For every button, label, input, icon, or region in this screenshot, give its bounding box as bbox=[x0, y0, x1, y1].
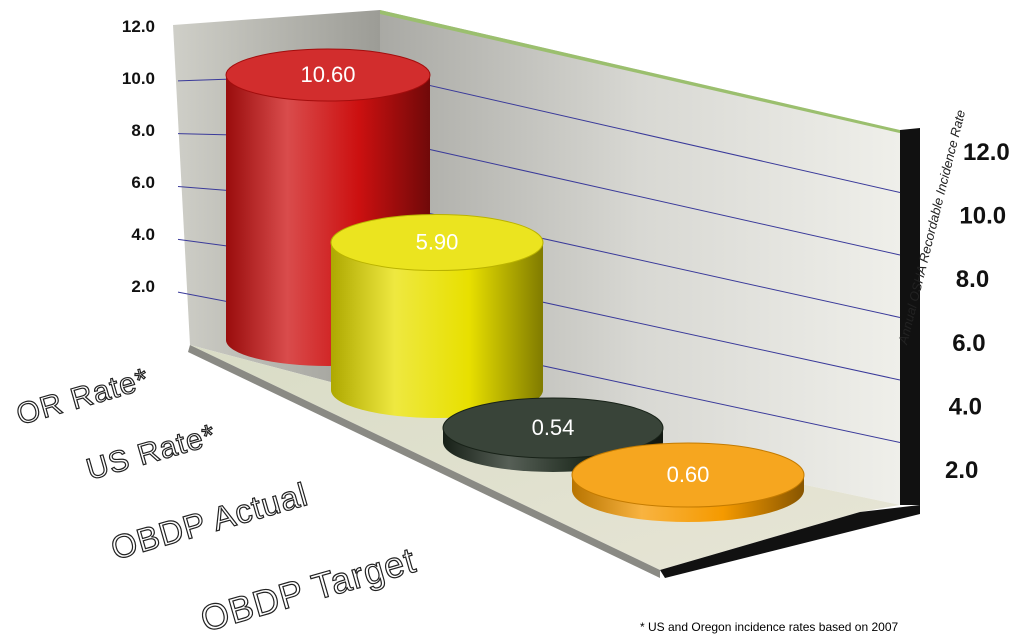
gridline bbox=[379, 137, 901, 256]
bar-top bbox=[571, 442, 805, 508]
y-tick-label-left: 2.0 bbox=[131, 277, 155, 296]
y-tick-label-right: 8.0 bbox=[956, 266, 989, 293]
y-tick-label-right: 12.0 bbox=[963, 139, 1010, 166]
y-tick-label-left: 8.0 bbox=[131, 121, 155, 140]
bar-body bbox=[331, 242, 543, 418]
y-tick-label-right: 4.0 bbox=[949, 393, 982, 420]
bar-top bbox=[442, 397, 664, 459]
y-tick-label-left: 12.0 bbox=[122, 17, 155, 36]
footnote: * US and Oregon incidence rates based on… bbox=[640, 620, 899, 634]
gridline bbox=[379, 73, 901, 193]
chart-floor-front-edge bbox=[188, 345, 660, 578]
y-tick-label-left: 10.0 bbox=[122, 69, 155, 88]
bar-top bbox=[330, 214, 544, 271]
chart-top-edge bbox=[380, 10, 904, 134]
category-label: OBDP Target bbox=[196, 539, 420, 639]
bar-top bbox=[225, 48, 431, 102]
chart-floor-right-edge bbox=[660, 505, 920, 578]
category-label: US Rate* bbox=[83, 418, 220, 486]
category-label: OR Rate* bbox=[13, 362, 153, 431]
y-tick-label-right: 2.0 bbox=[945, 457, 978, 484]
bar-value-label: 0.60 bbox=[667, 462, 710, 487]
bar-value-label: 10.60 bbox=[300, 62, 355, 87]
bar-2: 5.90 bbox=[330, 214, 544, 418]
y-tick-label-left: 6.0 bbox=[131, 173, 155, 192]
y-tick-label-left: 4.0 bbox=[131, 225, 155, 244]
y-tick-label-right: 10.0 bbox=[959, 203, 1006, 230]
bar-value-label: 0.54 bbox=[532, 415, 575, 440]
chart-right-edge bbox=[900, 128, 920, 505]
category-label: OBDP Actual bbox=[107, 475, 312, 567]
y-tick-label-right: 6.0 bbox=[952, 330, 985, 357]
bar-value-label: 5.90 bbox=[416, 230, 459, 255]
bar-4: 0.60 bbox=[571, 442, 805, 522]
